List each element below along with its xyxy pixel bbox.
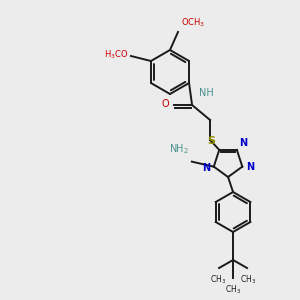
- Text: H$_3$CO: H$_3$CO: [103, 49, 128, 61]
- Text: S: S: [207, 136, 215, 146]
- Text: CH$_3$: CH$_3$: [225, 283, 241, 296]
- Text: CH$_3$: CH$_3$: [210, 273, 226, 286]
- Text: N: N: [246, 162, 254, 172]
- Text: OCH$_3$: OCH$_3$: [181, 16, 205, 29]
- Text: NH: NH: [199, 88, 214, 98]
- Text: N: N: [239, 138, 247, 148]
- Text: N: N: [202, 163, 210, 172]
- Text: NH$_2$: NH$_2$: [169, 142, 189, 156]
- Text: O: O: [161, 99, 169, 109]
- Text: CH$_3$: CH$_3$: [240, 273, 256, 286]
